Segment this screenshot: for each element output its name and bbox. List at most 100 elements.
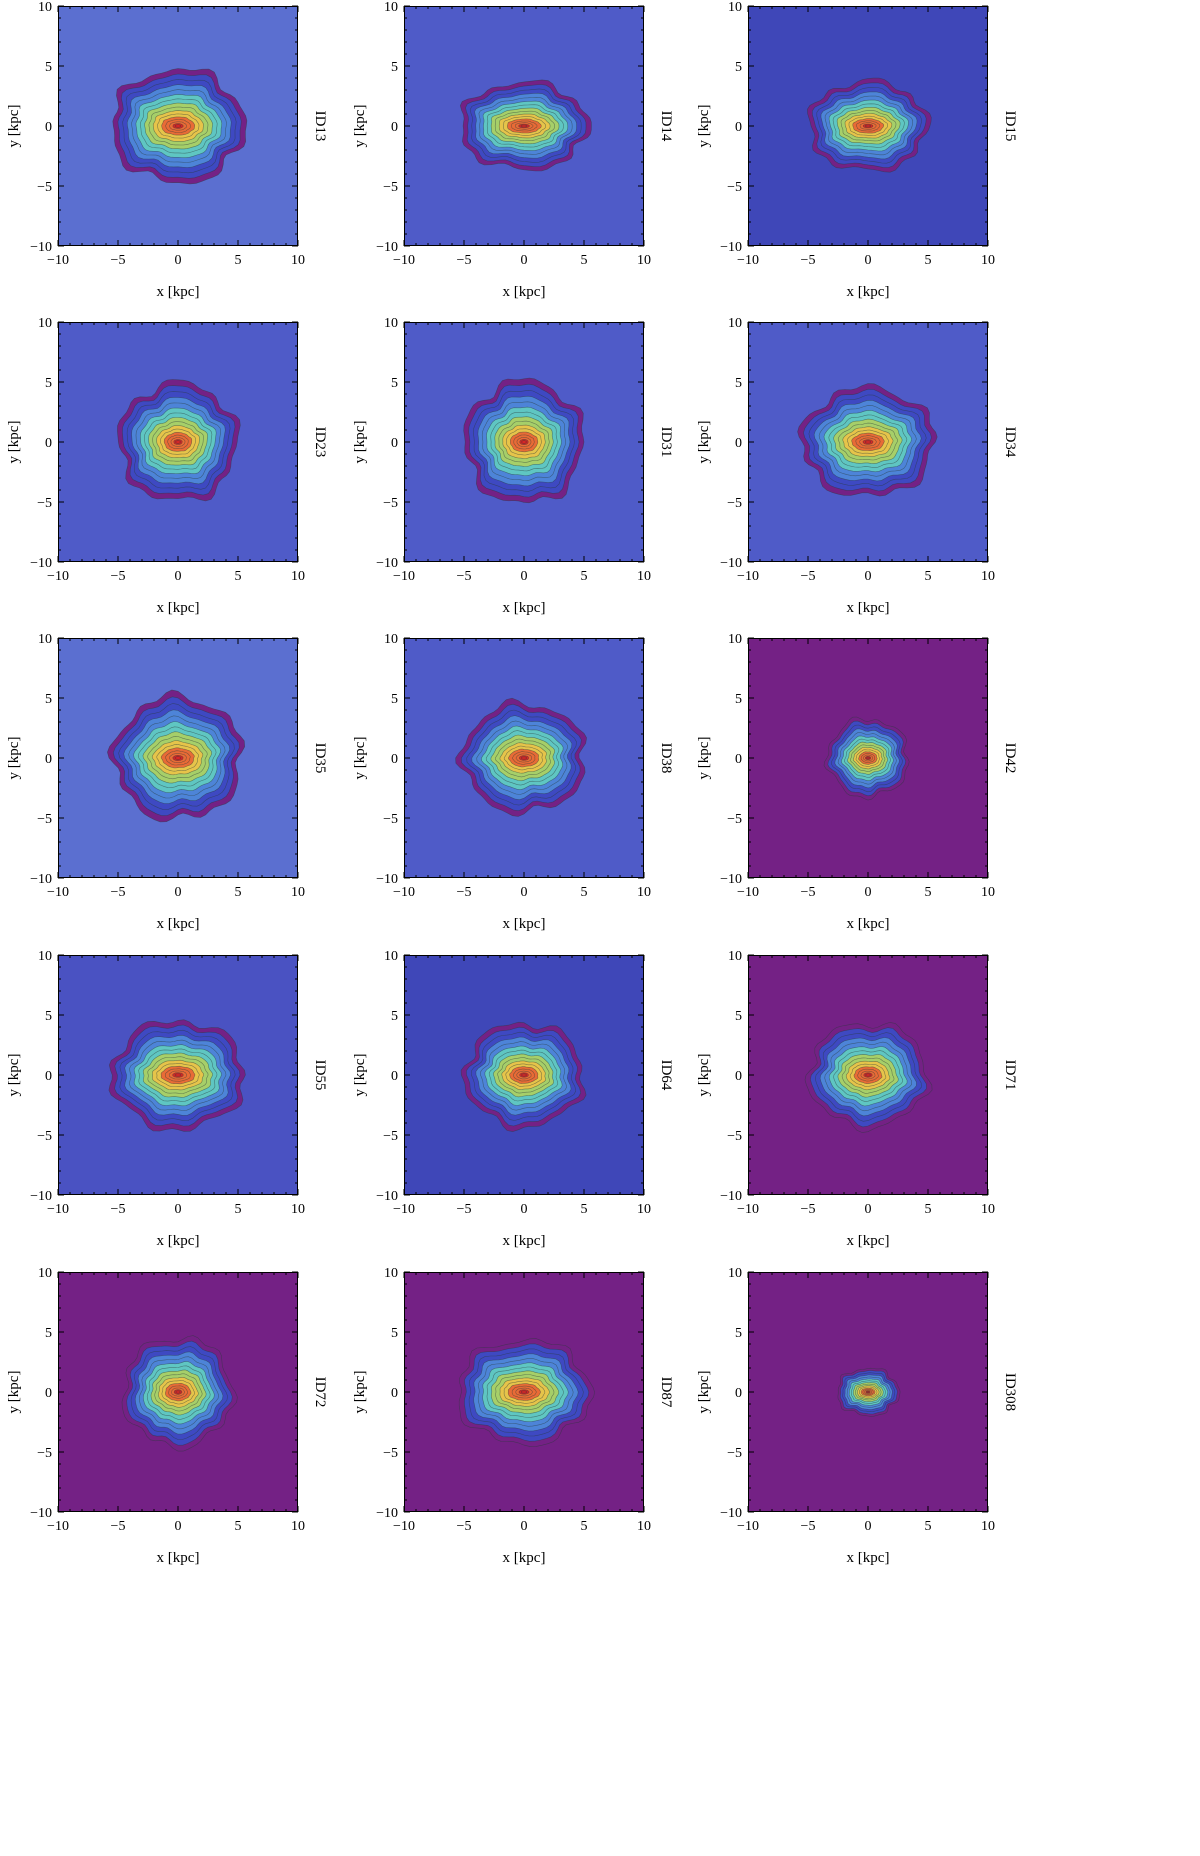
y-tick-label: −10 (720, 1189, 742, 1204)
x-tick-label: 10 (291, 1202, 305, 1217)
contour-panel-id55: −10 −5 0 5 10 −10 −5 0 5 10 x [kpc] y [kpc] ID55 (6, 949, 338, 1269)
contour-panel-id42: −10 −5 0 5 10 −10 −5 0 5 10 x [kpc] y [kpc] ID42 (696, 632, 1028, 952)
y-tick-label: −5 (727, 812, 742, 827)
y-tick-label: −5 (727, 1129, 742, 1144)
x-axis-label: x [kpc] (847, 284, 890, 300)
x-tick-label: −5 (457, 1519, 472, 1534)
contour-panel-id38: −10 −5 0 5 10 −10 −5 0 5 10 x [kpc] y [kpc] ID38 (352, 632, 684, 952)
x-tick-label: 10 (981, 1202, 995, 1217)
y-tick-label: 0 (45, 120, 52, 135)
y-tick-label: −10 (30, 240, 52, 255)
x-tick-label: −5 (457, 1202, 472, 1217)
y-tick-label: −5 (383, 496, 398, 511)
y-tick-label: −10 (376, 872, 398, 887)
x-tick-label: −10 (47, 1519, 69, 1534)
x-tick-label: −10 (737, 569, 759, 584)
x-tick-label: 0 (175, 885, 182, 900)
y-tick-label: −5 (37, 1129, 52, 1144)
x-tick-label: 5 (925, 569, 932, 584)
x-tick-label: 5 (581, 253, 588, 268)
y-tick-label: 10 (728, 632, 742, 647)
x-tick-label: −5 (457, 885, 472, 900)
y-tick-label: 10 (384, 316, 398, 331)
x-tick-label: −10 (393, 569, 415, 584)
y-tick-label: 5 (391, 1009, 398, 1024)
y-tick-label: −10 (376, 240, 398, 255)
contour-panel-id31: −10 −5 0 5 10 −10 −5 0 5 10 x [kpc] y [kpc] ID31 (352, 316, 684, 636)
y-tick-label: 5 (391, 692, 398, 707)
y-axis-label: y [kpc] (352, 421, 368, 464)
y-tick-label: 0 (391, 752, 398, 767)
y-tick-label: −10 (720, 556, 742, 571)
x-axis-label: x [kpc] (157, 600, 200, 616)
x-tick-label: 10 (637, 569, 651, 584)
x-tick-label: −10 (47, 569, 69, 584)
x-axis-label: x [kpc] (157, 284, 200, 300)
y-axis-label: y [kpc] (696, 737, 712, 780)
x-tick-label: −5 (801, 1519, 816, 1534)
y-tick-label: −5 (727, 180, 742, 195)
x-tick-label: −5 (111, 1202, 126, 1217)
y-tick-label: 10 (728, 1266, 742, 1281)
y-tick-label: −10 (30, 556, 52, 571)
x-tick-label: 5 (235, 1519, 242, 1534)
contour-plot: −10 −5 0 5 10 −10 −5 0 5 10 x [kpc] y [kpc] ID35 (6, 632, 328, 932)
contour-plot: −10 −5 0 5 10 −10 −5 0 5 10 x [kpc] y [kpc] ID14 (352, 0, 674, 300)
y-axis-label: y [kpc] (6, 1054, 22, 1097)
x-axis-label: x [kpc] (847, 1550, 890, 1566)
y-tick-label: 10 (384, 949, 398, 964)
y-tick-label: −10 (30, 1506, 52, 1521)
x-tick-label: 5 (581, 1519, 588, 1534)
galaxy-id-label: ID38 (658, 743, 674, 774)
x-tick-label: 10 (981, 1519, 995, 1534)
x-tick-label: 5 (925, 1202, 932, 1217)
galaxy-id-label: ID55 (312, 1060, 328, 1091)
x-tick-label: 10 (637, 1519, 651, 1534)
x-tick-label: 10 (291, 1519, 305, 1534)
x-tick-label: 0 (865, 1519, 872, 1534)
y-tick-label: −10 (376, 556, 398, 571)
y-axis-label: y [kpc] (696, 1054, 712, 1097)
x-tick-label: −10 (737, 885, 759, 900)
y-tick-label: −5 (37, 1446, 52, 1461)
contour-level (520, 124, 528, 128)
contour-plot: −10 −5 0 5 10 −10 −5 0 5 10 x [kpc] y [kpc] ID87 (352, 1266, 674, 1566)
contour-level (865, 1073, 871, 1077)
y-tick-label: 0 (45, 1386, 52, 1401)
y-axis-label: y [kpc] (696, 1371, 712, 1414)
contour-level (175, 1390, 181, 1394)
contour-panel-id15: −10 −5 0 5 10 −10 −5 0 5 10 x [kpc] y [kpc] ID15 (696, 0, 1028, 320)
x-tick-label: −5 (801, 569, 816, 584)
y-tick-label: 10 (728, 316, 742, 331)
x-axis-label: x [kpc] (847, 1233, 890, 1249)
x-tick-label: −10 (47, 253, 69, 268)
y-axis-label: y [kpc] (352, 737, 368, 780)
contour-level (864, 440, 872, 444)
y-tick-label: 0 (735, 1386, 742, 1401)
y-tick-label: 10 (38, 316, 52, 331)
y-tick-label: 5 (735, 60, 742, 75)
x-tick-label: −5 (457, 253, 472, 268)
contour-plot: −10 −5 0 5 10 −10 −5 0 5 10 x [kpc] y [kpc] ID55 (6, 949, 328, 1249)
y-tick-label: 5 (735, 1009, 742, 1024)
x-tick-label: −5 (111, 569, 126, 584)
y-axis-label: y [kpc] (696, 421, 712, 464)
galaxy-id-label: ID14 (658, 111, 674, 142)
y-tick-label: 0 (735, 752, 742, 767)
x-tick-label: −5 (801, 1202, 816, 1217)
x-tick-label: 10 (291, 569, 305, 584)
x-tick-label: 5 (235, 253, 242, 268)
contour-panel-id87: −10 −5 0 5 10 −10 −5 0 5 10 x [kpc] y [kpc] ID87 (352, 1266, 684, 1586)
y-tick-label: 10 (384, 632, 398, 647)
x-tick-label: −10 (737, 1519, 759, 1534)
x-tick-label: 10 (291, 253, 305, 268)
x-tick-label: 10 (981, 253, 995, 268)
x-tick-label: −5 (457, 569, 472, 584)
y-tick-label: 5 (391, 376, 398, 391)
contour-panel-id72: −10 −5 0 5 10 −10 −5 0 5 10 x [kpc] y [kpc] ID72 (6, 1266, 338, 1586)
x-tick-label: 0 (521, 885, 528, 900)
x-tick-label: −10 (393, 885, 415, 900)
contour-level (520, 1390, 528, 1394)
contour-plot: −10 −5 0 5 10 −10 −5 0 5 10 x [kpc] y [kpc] ID23 (6, 316, 328, 616)
contour-panel-id64: −10 −5 0 5 10 −10 −5 0 5 10 x [kpc] y [kpc] ID64 (352, 949, 684, 1269)
